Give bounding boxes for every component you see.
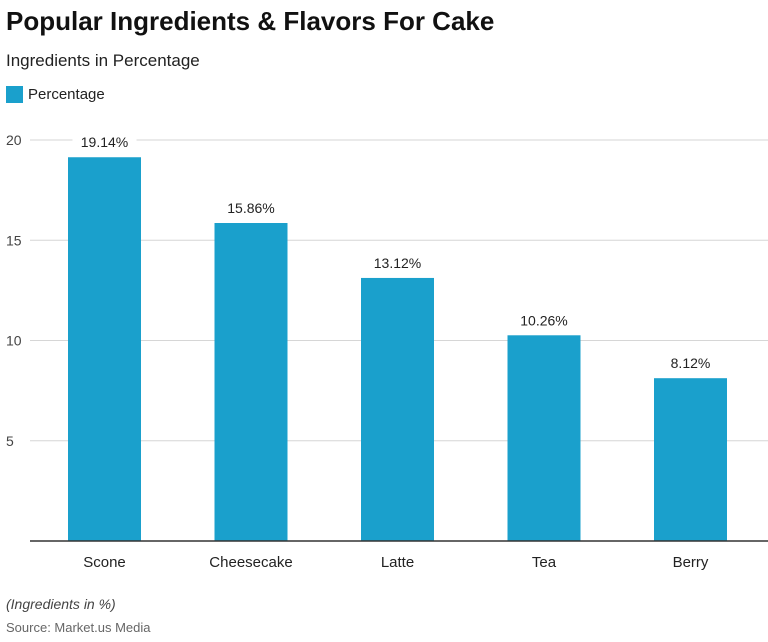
legend-label: Percentage [28,86,105,103]
x-tick-label: Tea [532,554,557,571]
bar [654,378,727,541]
data-label-bg [219,198,283,219]
data-label: 19.14% [81,134,128,150]
chart-subtitle: Ingredients in Percentage [6,51,200,70]
chart-note: (Ingredients in %) [6,596,116,612]
data-label-bg [512,310,576,331]
bar [507,335,581,541]
x-tick-label: Scone [83,554,126,571]
data-label-bg [72,132,137,153]
bar [361,277,434,541]
x-tick-label: Cheesecake [209,554,292,571]
y-tick-label: 15 [6,232,22,248]
data-label: 10.26% [520,312,567,328]
y-tick-label: 5 [6,433,14,449]
x-tick-label: Berry [673,554,709,571]
legend: Percentage [6,86,105,103]
bar [68,157,141,542]
bar [214,223,288,541]
chart-title: Popular Ingredients & Flavors For Cake [6,6,495,36]
legend-swatch [6,86,23,103]
data-label-bg [658,353,723,374]
y-tick-label: 10 [6,333,22,349]
x-tick-label: Latte [381,554,414,571]
chart-source: Source: Market.us Media [6,620,151,635]
data-label-bg [365,252,430,273]
data-label: 8.12% [671,355,711,371]
data-label: 13.12% [374,255,421,271]
data-label: 15.86% [227,200,274,216]
y-tick-label: 20 [6,132,22,148]
